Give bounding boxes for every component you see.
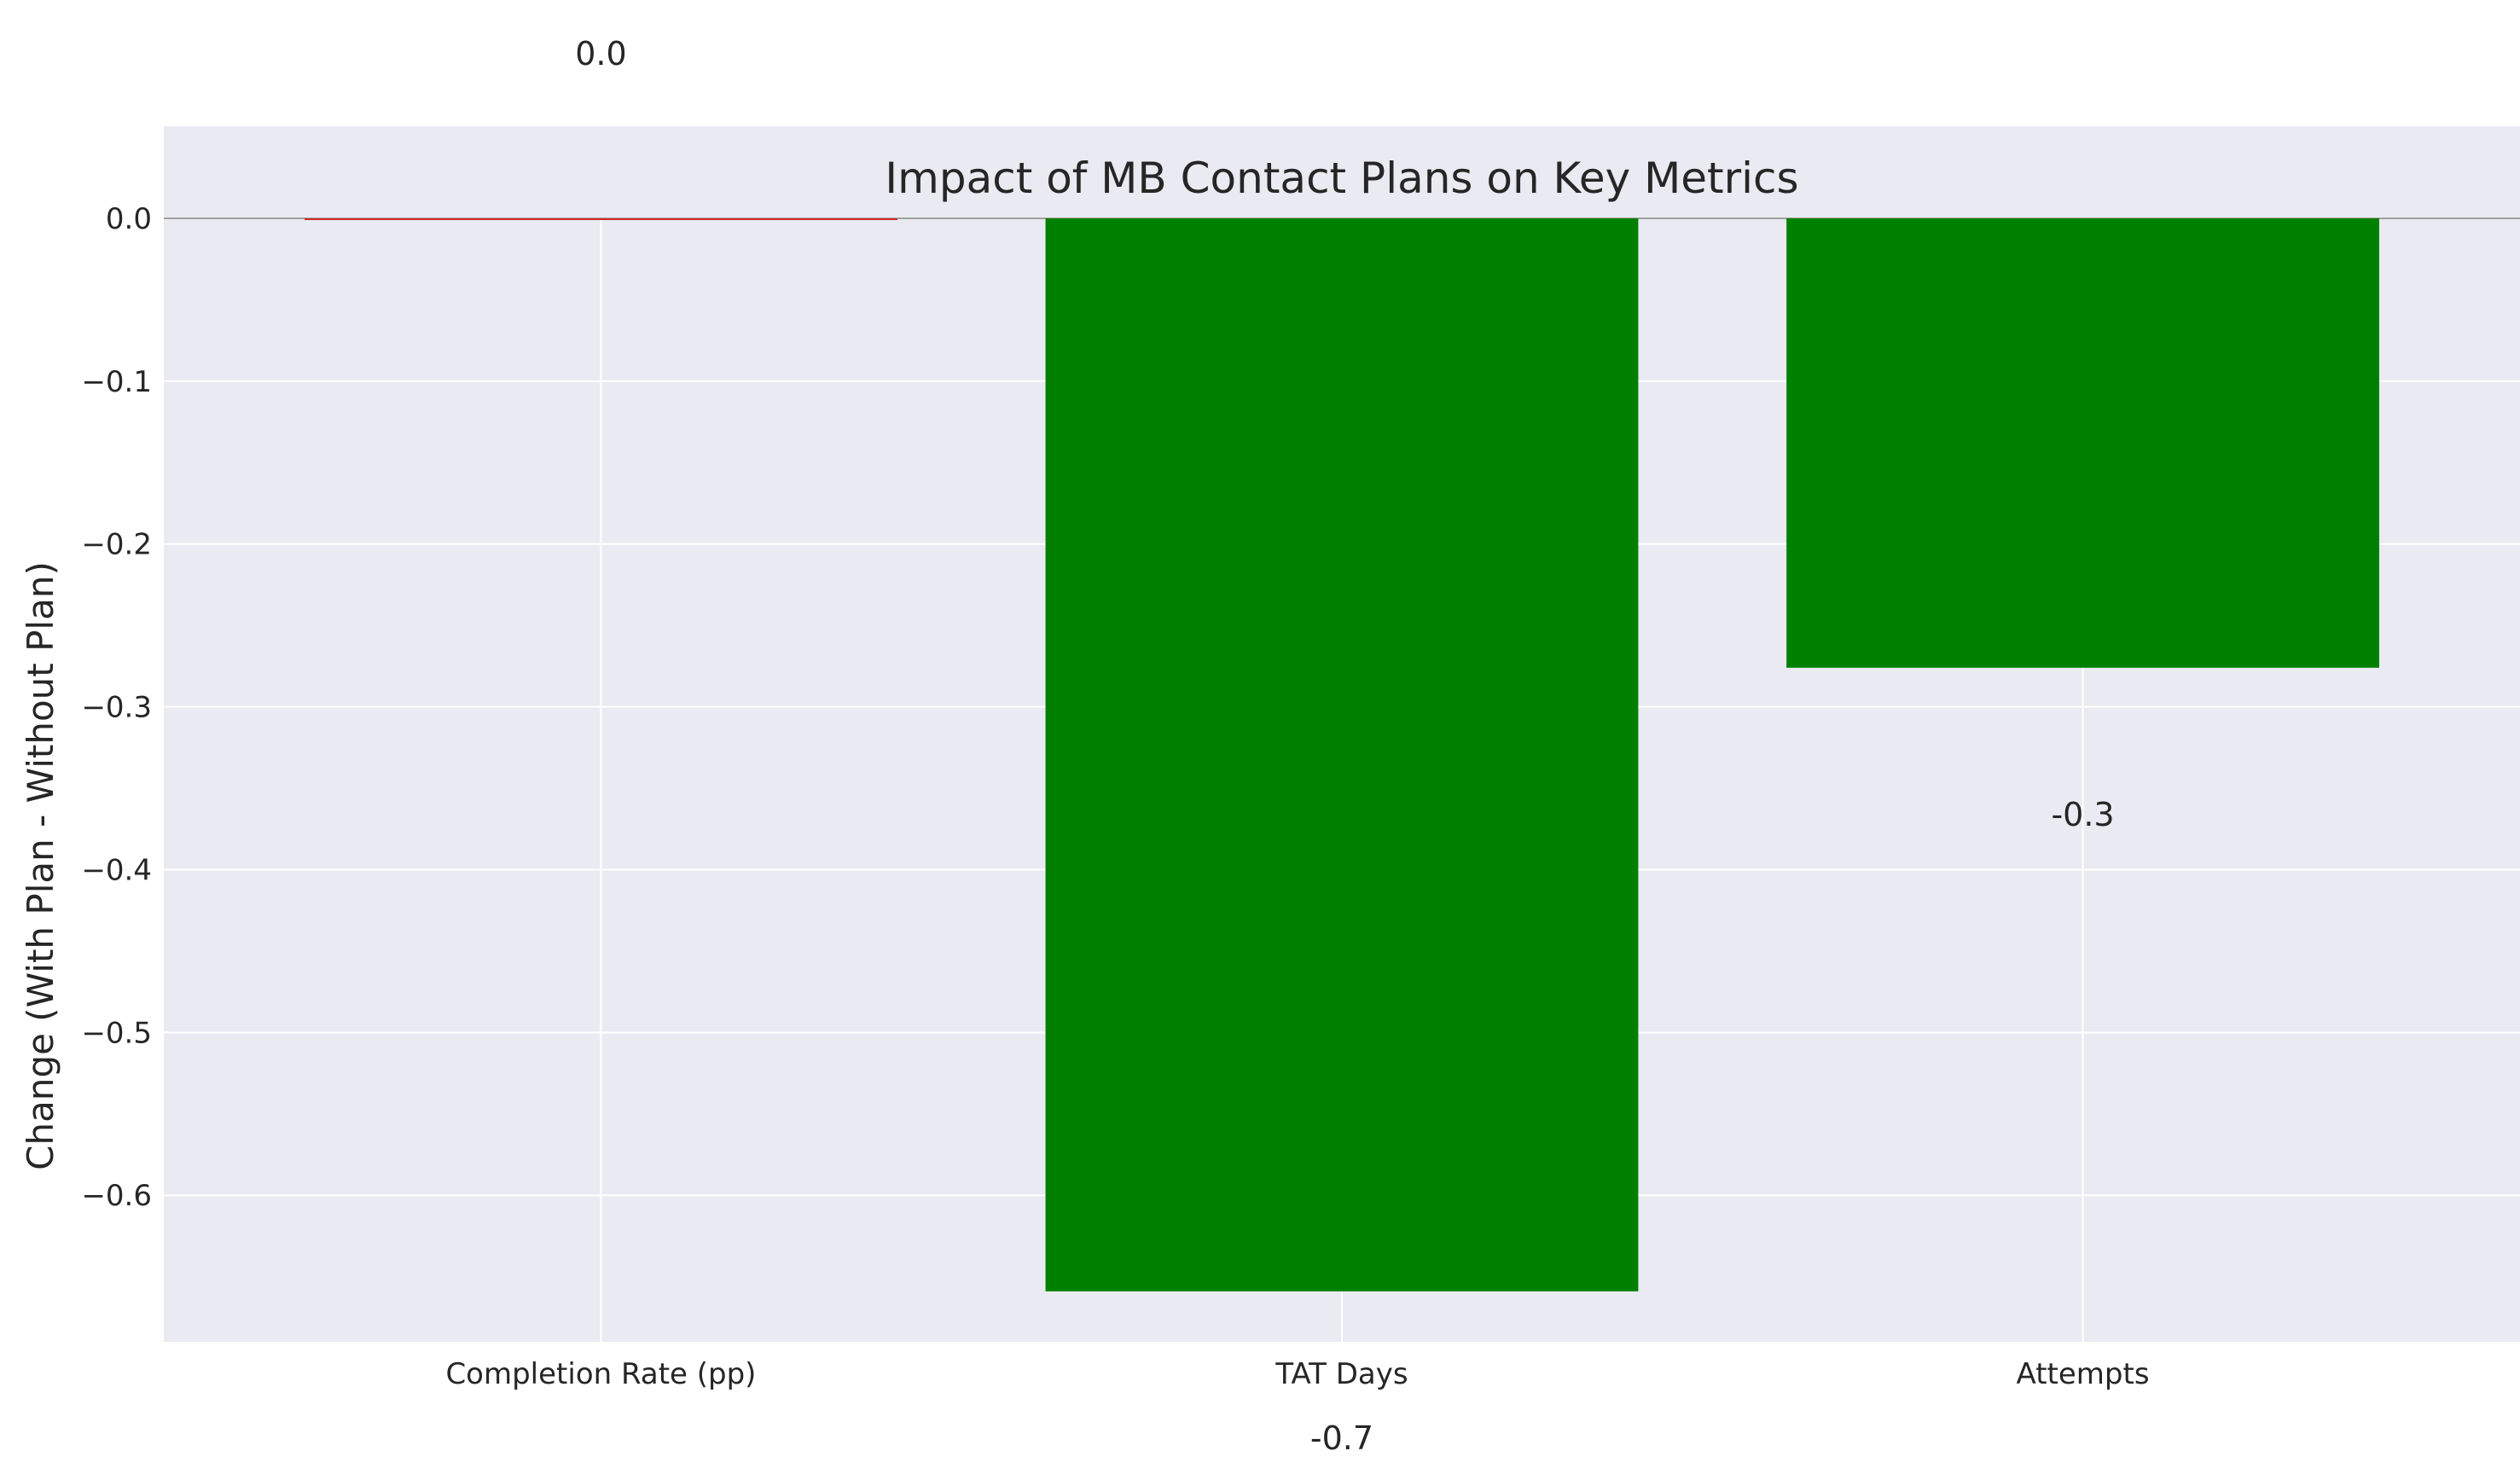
y-tick-label: −0.2	[81, 528, 152, 562]
x-tick-label: Completion Rate (pp)	[445, 1357, 756, 1391]
y-tick-label: 0.0	[106, 202, 152, 236]
y-axis-label: Change (With Plan - Without Plan)	[20, 561, 61, 1170]
bars	[305, 218, 2379, 1291]
labels: 0.0 −0.1 −0.2 −0.3 −0.4 −0.5 −0.6 Completion Ra…	[81, 35, 2149, 1457]
y-tick-label: −0.3	[81, 691, 152, 725]
x-tick-label: TAT Days	[1275, 1357, 1408, 1391]
bar	[1786, 218, 2379, 668]
data-label: -0.7	[1310, 1419, 1373, 1457]
data-label: -0.3	[2051, 796, 2114, 833]
chart-title: Impact of MB Contact Plans on Key Metric…	[885, 154, 1798, 203]
y-tick-label: −0.4	[81, 853, 152, 887]
bar	[305, 218, 897, 220]
y-tick-label: −0.6	[81, 1179, 152, 1213]
bar	[1045, 218, 1639, 1291]
x-tick-label: Attempts	[2017, 1357, 2150, 1391]
y-tick-label: −0.1	[81, 365, 152, 399]
data-label: 0.0	[575, 35, 626, 73]
y-tick-label: −0.5	[81, 1016, 152, 1050]
